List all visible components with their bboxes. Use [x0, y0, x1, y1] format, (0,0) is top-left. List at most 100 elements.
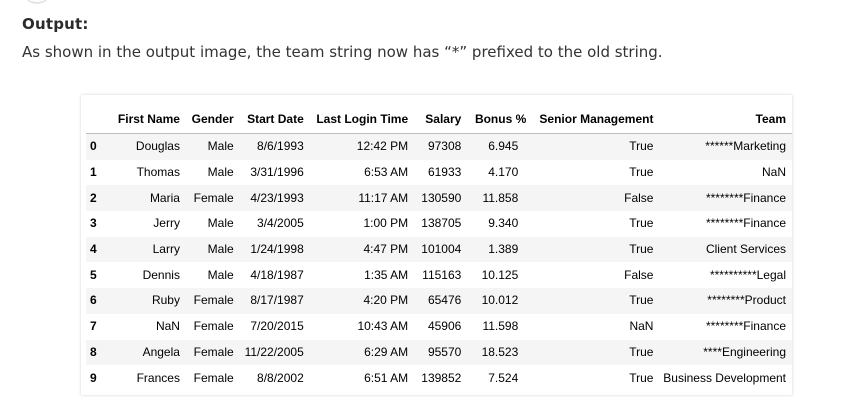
cell-gender: Male [207, 242, 234, 257]
table-body: 0 Douglas Male 8/6/1993 12:42 PM 97308 6… [86, 133, 792, 391]
cell-salary: 45906 [427, 319, 462, 334]
table-row: 1 Thomas Male 3/31/1996 6:53 AM 61933 4.… [86, 159, 792, 186]
cell-first-name: Maria [149, 190, 180, 205]
cell-senior-management: False [624, 267, 654, 282]
row-index: 5 [90, 267, 97, 282]
row-index: 0 [90, 139, 97, 154]
cell-start-date: 4/18/1987 [250, 267, 304, 282]
cell-first-name: Angela [142, 344, 180, 359]
row-index: 1 [90, 165, 97, 180]
cell-first-name: Dennis [142, 267, 180, 282]
cell-bonus: 18.523 [481, 344, 519, 359]
table-row: 6 Ruby Female 8/17/1987 4:20 PM 65476 10… [86, 288, 792, 314]
cell-bonus: 6.945 [488, 139, 519, 154]
cell-bonus: 7.524 [488, 370, 519, 385]
cell-gender: Female [193, 319, 234, 334]
cell-last-login-time: 11:17 AM [358, 190, 409, 205]
cell-start-date: 7/20/2015 [250, 319, 304, 334]
cell-bonus: 10.125 [481, 267, 519, 282]
column-header-bonus: Bonus % [467, 106, 533, 134]
cell-gender: Female [193, 370, 234, 385]
cell-senior-management: False [624, 190, 654, 205]
cell-team: ******Marketing [705, 139, 786, 154]
row-index: 3 [90, 216, 97, 231]
cell-gender: Female [193, 293, 234, 308]
cell-senior-management: True [629, 242, 654, 257]
header-row: First Name Gender Start Date Last Login … [86, 106, 792, 134]
row-index: 7 [90, 319, 97, 334]
cell-team: ****Engineering [703, 344, 786, 359]
cell-bonus: 9.340 [488, 216, 519, 231]
column-header-team: Team [659, 106, 792, 134]
dataframe-output: First Name Gender Start Date Last Login … [81, 95, 792, 395]
cell-bonus: 11.858 [482, 190, 519, 205]
cell-start-date: 8/8/2002 [257, 370, 304, 385]
table-row: 9 Frances Female 8/8/2002 6:51 AM 139852… [86, 365, 792, 391]
cell-start-date: 8/6/1993 [257, 139, 304, 154]
cell-bonus: 11.598 [482, 319, 519, 334]
cell-senior-management: True [629, 139, 654, 154]
table-row: 0 Douglas Male 8/6/1993 12:42 PM 97308 6… [86, 133, 792, 160]
column-header-salary: Salary [414, 106, 468, 134]
cell-team: Client Services [705, 242, 786, 257]
column-header-first-name: First Name [116, 106, 186, 134]
cell-team: ********Finance [705, 216, 786, 231]
row-index: 8 [90, 344, 97, 359]
cell-last-login-time: 4:47 PM [363, 242, 409, 257]
cell-first-name: Ruby [151, 293, 180, 308]
cell-team: ********Finance [705, 319, 786, 334]
cell-last-login-time: 6:29 AM [364, 344, 409, 359]
table-row: 5 Dennis Male 4/18/1987 1:35 AM 115163 1… [86, 262, 792, 289]
cell-start-date: 1/24/1998 [250, 242, 304, 257]
cell-team: NaN [761, 165, 786, 180]
cell-salary: 101004 [421, 242, 462, 257]
cell-last-login-time: 1:00 PM [363, 216, 409, 231]
table-row: 4 Larry Male 1/24/1998 4:47 PM 101004 1.… [86, 236, 792, 263]
cell-salary: 65476 [427, 293, 462, 308]
cell-start-date: 3/31/1996 [250, 165, 304, 180]
cell-senior-management: NaN [629, 319, 654, 334]
table-row: 3 Jerry Male 3/4/2005 1:00 PM 138705 9.3… [86, 211, 792, 237]
cell-bonus: 1.389 [488, 242, 519, 257]
cell-senior-management: True [629, 344, 654, 359]
cell-last-login-time: 1:35 AM [364, 267, 409, 282]
dataframe-table: First Name Gender Start Date Last Login … [86, 106, 792, 391]
cell-first-name: Thomas [136, 165, 180, 180]
column-header-gender: Gender [185, 106, 240, 134]
cell-last-login-time: 4:20 PM [363, 293, 409, 308]
cell-first-name: Frances [136, 370, 180, 385]
cell-gender: Female [193, 344, 234, 359]
cell-team: ********Finance [705, 190, 786, 205]
column-header-last-login-time: Last Login Time [309, 106, 415, 134]
cell-senior-management: True [629, 370, 654, 385]
column-header-start-date: Start Date [239, 106, 310, 134]
cell-senior-management: True [629, 293, 654, 308]
cell-last-login-time: 6:51 AM [364, 370, 409, 385]
cell-last-login-time: 10:43 AM [357, 319, 409, 334]
cell-gender: Male [207, 216, 234, 231]
cell-gender: Male [207, 165, 234, 180]
cell-team: Business Development [663, 370, 786, 385]
table-row: 2 Maria Female 4/23/1993 11:17 AM 130590… [86, 185, 792, 212]
cell-gender: Female [193, 190, 234, 205]
row-index: 6 [90, 293, 97, 308]
cell-start-date: 8/17/1987 [250, 293, 304, 308]
cell-salary: 130590 [421, 190, 462, 205]
cell-first-name: Larry [152, 242, 180, 257]
cell-salary: 115163 [422, 267, 462, 282]
column-header-senior-management: Senior Management [532, 106, 660, 134]
cell-start-date: 4/23/1993 [250, 190, 304, 205]
cell-senior-management: True [629, 165, 654, 180]
index-header [86, 106, 117, 134]
cell-last-login-time: 12:42 PM [356, 139, 409, 154]
row-index: 4 [90, 242, 97, 257]
cell-last-login-time: 6:53 AM [364, 165, 409, 180]
cell-start-date: 11/22/2005 [244, 344, 304, 359]
table-row: 8 Angela Female 11/22/2005 6:29 AM 95570… [86, 339, 792, 366]
cell-senior-management: True [629, 216, 654, 231]
cell-first-name: Douglas [135, 139, 180, 154]
cell-salary: 139852 [421, 370, 462, 385]
row-index: 9 [90, 370, 97, 385]
cell-gender: Male [207, 139, 234, 154]
cell-first-name: Jerry [153, 216, 180, 231]
